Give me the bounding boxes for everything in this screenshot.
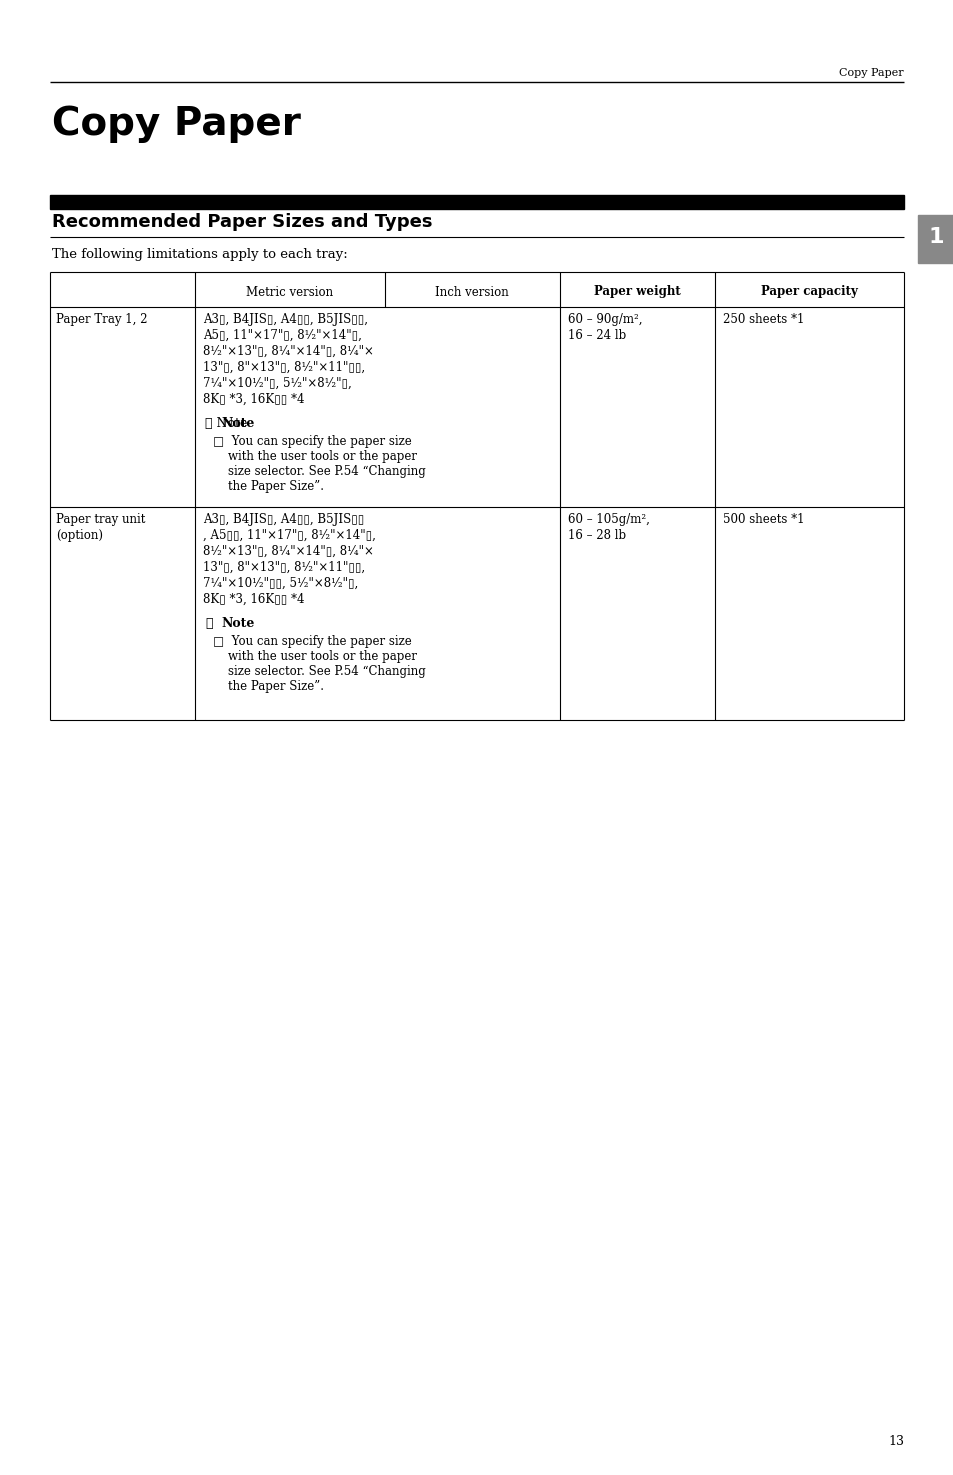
Text: Note: Note xyxy=(221,417,254,431)
Text: □  You can specify the paper size: □ You can specify the paper size xyxy=(213,435,412,448)
Text: 16 – 24 lb: 16 – 24 lb xyxy=(567,329,625,342)
Text: Copy Paper: Copy Paper xyxy=(52,105,300,143)
Text: 60 – 90g/m²,: 60 – 90g/m², xyxy=(567,313,641,326)
Text: 8¹⁄₂"×13"▯, 8¹⁄₄"×14"▯, 8¹⁄₄"×: 8¹⁄₂"×13"▯, 8¹⁄₄"×14"▯, 8¹⁄₄"× xyxy=(203,544,374,558)
Text: A3▯, B4JIS▯, A4▯▯, B5JIS▯▯,: A3▯, B4JIS▯, A4▯▯, B5JIS▯▯, xyxy=(203,313,368,326)
Text: A3▯, B4JIS▯, A4▯▯, B5JIS▯▯: A3▯, B4JIS▯, A4▯▯, B5JIS▯▯ xyxy=(203,513,364,527)
Text: 250 sheets *1: 250 sheets *1 xyxy=(722,313,803,326)
Text: 13"▯, 8"×13"▯, 8¹⁄₂"×11"▯▯,: 13"▯, 8"×13"▯, 8¹⁄₂"×11"▯▯, xyxy=(203,361,365,375)
Text: the Paper Size”.: the Paper Size”. xyxy=(213,680,324,693)
Text: A5▯, 11"×17"▯, 8¹⁄₂"×14"▯,: A5▯, 11"×17"▯, 8¹⁄₂"×14"▯, xyxy=(203,329,361,342)
Text: 13: 13 xyxy=(887,1435,903,1448)
Text: Paper capacity: Paper capacity xyxy=(760,286,857,298)
Text: ✏: ✏ xyxy=(205,617,213,630)
Text: 1: 1 xyxy=(927,227,943,246)
Text: size selector. See P.54 “Changing: size selector. See P.54 “Changing xyxy=(213,465,425,478)
Text: Inch version: Inch version xyxy=(435,286,508,298)
Text: 13"▯, 8"×13"▯, 8¹⁄₂"×11"▯▯,: 13"▯, 8"×13"▯, 8¹⁄₂"×11"▯▯, xyxy=(203,560,365,574)
Text: Recommended Paper Sizes and Types: Recommended Paper Sizes and Types xyxy=(52,212,432,232)
Text: 8K▯ *3, 16K▯▯ *4: 8K▯ *3, 16K▯▯ *4 xyxy=(203,593,304,606)
Text: with the user tools or the paper: with the user tools or the paper xyxy=(213,650,416,662)
Text: 8K▯ *3, 16K▯▯ *4: 8K▯ *3, 16K▯▯ *4 xyxy=(203,392,304,406)
Bar xyxy=(917,215,953,263)
Text: 8¹⁄₂"×13"▯, 8¹⁄₄"×14"▯, 8¹⁄₄"×: 8¹⁄₂"×13"▯, 8¹⁄₄"×14"▯, 8¹⁄₄"× xyxy=(203,345,374,358)
Text: Note: Note xyxy=(221,617,254,630)
Text: , A5▯▯, 11"×17"▯, 8¹⁄₂"×14"▯,: , A5▯▯, 11"×17"▯, 8¹⁄₂"×14"▯, xyxy=(203,530,375,541)
Text: the Paper Size”.: the Paper Size”. xyxy=(213,479,324,493)
Text: 500 sheets *1: 500 sheets *1 xyxy=(722,513,803,527)
Text: Copy Paper: Copy Paper xyxy=(839,68,903,78)
Text: 7¹⁄₄"×10¹⁄₂"▯, 5¹⁄₂"×8¹⁄₂"▯,: 7¹⁄₄"×10¹⁄₂"▯, 5¹⁄₂"×8¹⁄₂"▯, xyxy=(203,378,352,389)
Text: Paper Tray 1, 2: Paper Tray 1, 2 xyxy=(56,313,148,326)
Bar xyxy=(50,195,903,209)
Text: Paper weight: Paper weight xyxy=(593,286,679,298)
Text: 7¹⁄₄"×10¹⁄₂"▯▯, 5¹⁄₂"×8¹⁄₂"▯,: 7¹⁄₄"×10¹⁄₂"▯▯, 5¹⁄₂"×8¹⁄₂"▯, xyxy=(203,577,358,590)
Text: Paper tray unit: Paper tray unit xyxy=(56,513,145,527)
Text: ✏ Note: ✏ Note xyxy=(205,417,247,431)
Text: (option): (option) xyxy=(56,530,103,541)
Text: size selector. See P.54 “Changing: size selector. See P.54 “Changing xyxy=(213,665,425,678)
Text: The following limitations apply to each tray:: The following limitations apply to each … xyxy=(52,248,348,261)
Text: □  You can specify the paper size: □ You can specify the paper size xyxy=(213,636,412,648)
Text: 60 – 105g/m²,: 60 – 105g/m², xyxy=(567,513,649,527)
Text: Metric version: Metric version xyxy=(246,286,334,298)
Text: with the user tools or the paper: with the user tools or the paper xyxy=(213,450,416,463)
Text: 16 – 28 lb: 16 – 28 lb xyxy=(567,530,625,541)
